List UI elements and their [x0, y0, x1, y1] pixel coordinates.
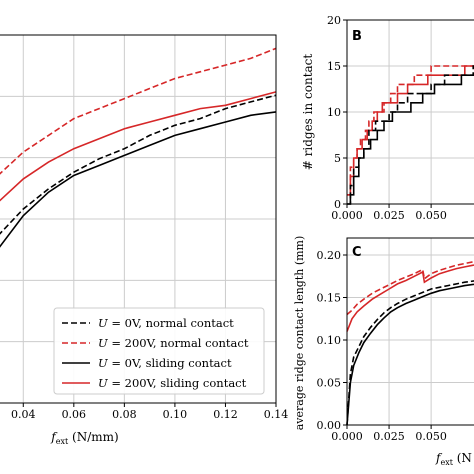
x-tick-label: 0.025	[373, 430, 405, 443]
series-line-1	[346, 264, 474, 332]
legend-entry-rest: = 0V, sliding contact	[108, 356, 232, 370]
legend-entry-math: U	[98, 376, 108, 390]
series-line-3	[347, 74, 474, 205]
panel-b-ticks: 0.000 0.025 0.050 0 5 10 15 20	[327, 14, 447, 222]
x-tick-label: 0.04	[11, 408, 36, 421]
x-tick-label: 0.050	[415, 209, 447, 222]
x-tick-label: 0.12	[213, 408, 238, 421]
y-tick-label: 5	[334, 152, 341, 165]
y-tick-label: 0.10	[317, 334, 342, 347]
series-line-2	[347, 65, 474, 205]
panel-c-series	[346, 260, 474, 426]
panel-c-xlabel-sub: ext	[440, 458, 453, 467]
legend-entry-rest: = 0V, normal contact	[108, 316, 234, 330]
panel-c-xlabel: fext (N	[435, 451, 472, 467]
panel-c-xlabel-main: f	[435, 451, 443, 465]
panel-b: 0.000 0.025 0.050 0 5 10 15 20 B # ridges in co…	[301, 14, 474, 222]
series-line-3	[0, 111, 277, 248]
panel-a-series	[0, 47, 277, 248]
panel-c: 0.000 0.025 0.050 0.00 0.05 0.10 0.15 0.20 C av…	[293, 236, 474, 467]
x-tick-label: 0.000	[331, 430, 363, 443]
x-tick-label: 0.000	[331, 209, 363, 222]
legend-entry-math: U	[98, 336, 108, 350]
y-tick-label: 0.15	[317, 292, 342, 305]
legend-entry: U = 0V, normal contact	[98, 316, 234, 330]
x-tick-label: 0.14	[264, 408, 289, 421]
legend-entry: U = 0V, sliding contact	[98, 356, 232, 370]
series-line-2	[346, 280, 474, 426]
panel-a-xlabel-unit: (N/mm)	[68, 430, 118, 444]
legend-entry-math: U	[98, 356, 108, 370]
panel-a-axes-frame	[0, 34, 277, 404]
panel-b-ylabel: # ridges in contact	[301, 54, 315, 171]
panel-c-letter: C	[352, 245, 362, 260]
panel-b-series	[347, 65, 474, 205]
panel-a-xlabel-main: f	[50, 430, 58, 444]
panel-c-ylabel: average ridge contact length (mm)	[293, 236, 306, 431]
x-tick-label: 0.10	[163, 408, 188, 421]
y-tick-label: 10	[327, 106, 341, 119]
series-line-0	[0, 47, 277, 175]
legend-entry-rest: = 200V, normal contact	[108, 336, 249, 350]
legend-entry: U = 200V, normal contact	[98, 336, 249, 350]
y-tick-label: 0.00	[317, 419, 342, 432]
panel-c-ticks: 0.000 0.025 0.050 0.00 0.05 0.10 0.15 0.20	[317, 249, 447, 443]
y-tick-label: 0.05	[317, 377, 342, 390]
legend-box	[53, 307, 265, 395]
panel-a: 0.04 0.06 0.08 0.10 0.12 0.14 fext (N/mm) U =…	[0, 34, 288, 446]
x-tick-label: 0.06	[62, 408, 87, 421]
y-tick-label: 20	[327, 14, 341, 27]
legend-entry-math: U	[98, 316, 108, 330]
panel-a-xlabel: fext (N/mm)	[50, 430, 118, 446]
legend-entry: U = 200V, sliding contact	[98, 376, 247, 390]
series-line-0	[346, 260, 474, 316]
panel-c-xlabel-unit: (N	[453, 451, 472, 465]
y-tick-label: 0.20	[317, 249, 342, 262]
series-line-3	[346, 283, 474, 426]
x-tick-label: 0.050	[415, 430, 447, 443]
series-line-2	[0, 94, 277, 235]
x-tick-label: 0.08	[112, 408, 137, 421]
panel-b-letter: B	[352, 29, 362, 44]
series-line-1	[347, 65, 474, 196]
y-tick-label: 15	[327, 60, 341, 73]
legend-entry-rest: = 200V, sliding contact	[108, 376, 247, 390]
panel-a-ticks: 0.04 0.06 0.08 0.10 0.12 0.14	[11, 403, 288, 421]
y-tick-label: 0	[334, 198, 341, 211]
x-tick-label: 0.025	[373, 209, 405, 222]
panel-c-axes-frame	[346, 237, 474, 426]
series-line-1	[0, 91, 277, 202]
series-line-0	[347, 65, 474, 196]
panel-a-xlabel-sub: ext	[56, 437, 69, 446]
